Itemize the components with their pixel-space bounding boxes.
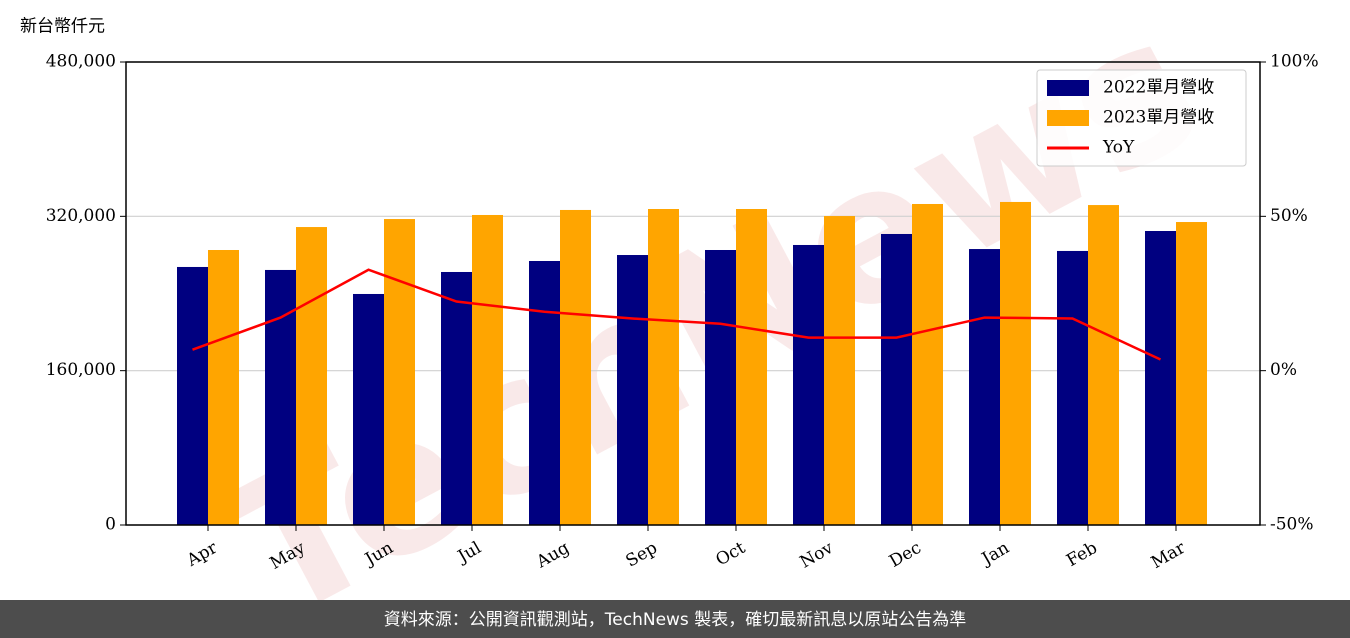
bar — [969, 249, 1000, 525]
bar — [472, 214, 503, 525]
bar — [824, 216, 855, 526]
x-tick-label: Dec — [886, 538, 925, 572]
bar — [912, 203, 943, 525]
bar — [648, 209, 679, 525]
legend-label: 2023單月營收 — [1103, 108, 1214, 128]
y-tick-label: 160,000 — [46, 360, 116, 380]
bar — [1088, 205, 1119, 525]
legend-label: YoY — [1102, 138, 1135, 158]
bar — [384, 219, 415, 525]
y-tick-label: 320,000 — [46, 206, 116, 226]
legend-swatch — [1047, 80, 1089, 96]
line — [192, 268, 1162, 361]
bar — [1000, 201, 1031, 525]
x-tick-label: Sep — [623, 538, 661, 572]
legend-swatch — [1047, 110, 1089, 126]
x-tick-label: Mar — [1148, 537, 1190, 573]
x-tick-label: Jan — [977, 538, 1013, 570]
bar — [736, 209, 767, 525]
y2-tick-label: 50% — [1270, 206, 1308, 226]
y-tick-label: 480,000 — [46, 52, 116, 72]
plot-frame — [125, 61, 1261, 526]
x-tick-label: Oct — [713, 538, 749, 571]
bar — [296, 227, 327, 525]
bar — [881, 233, 912, 525]
x-tick-label: Feb — [1063, 538, 1101, 571]
bar — [353, 293, 384, 525]
bar — [441, 271, 472, 525]
bar — [177, 266, 208, 525]
bar — [1145, 230, 1176, 525]
y2-tick-label: -50% — [1270, 515, 1314, 535]
y2-tick-label: 0% — [1270, 360, 1297, 380]
y-tick-label: 0 — [105, 515, 116, 535]
y2-tick-label: 100% — [1270, 52, 1319, 72]
bar — [529, 260, 560, 525]
legend-label: 2022單月營收 — [1103, 78, 1214, 98]
legend-box — [1036, 69, 1247, 167]
x-tick-label: Aug — [532, 538, 573, 573]
bar — [617, 255, 648, 525]
bar — [265, 269, 296, 525]
x-tick-label: Apr — [183, 537, 222, 571]
bar — [560, 209, 591, 525]
footer-bar — [0, 600, 1350, 638]
bar — [208, 249, 239, 525]
x-tick-label: Nov — [797, 538, 837, 573]
bar — [705, 249, 736, 525]
footer-text: 資料來源：公開資訊觀測站，TechNews 製表，確切最新訊息以原站公告為準 — [384, 610, 966, 630]
y-axis-label: 新台幣仟元 — [20, 17, 105, 37]
bar — [793, 244, 824, 526]
bar — [1057, 250, 1088, 526]
bar — [1176, 222, 1207, 526]
